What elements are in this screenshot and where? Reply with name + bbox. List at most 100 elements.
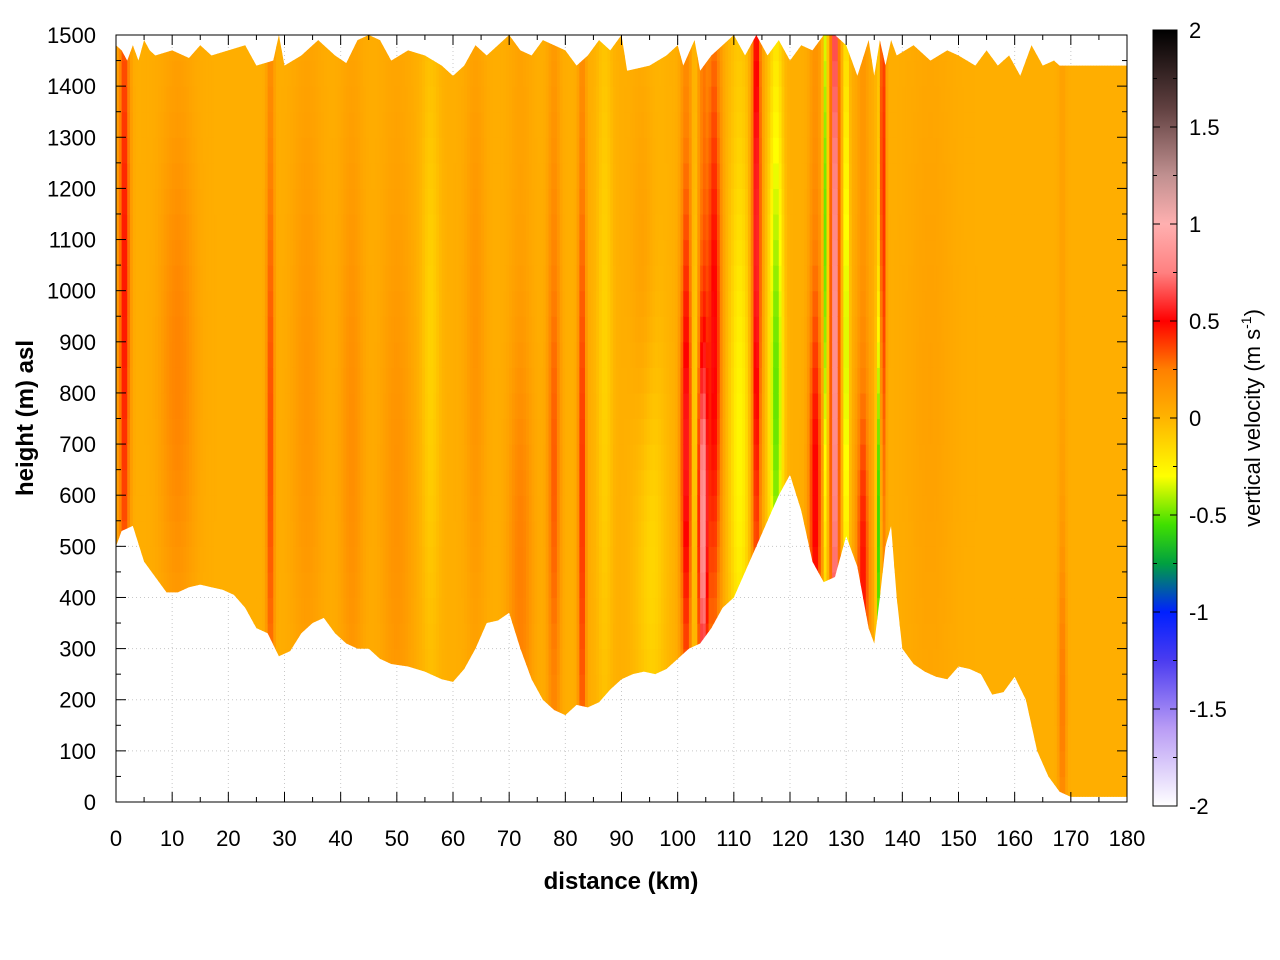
heatmap-cell bbox=[160, 546, 165, 573]
heatmap-cell bbox=[116, 367, 120, 394]
heatmap-cell bbox=[186, 213, 190, 241]
heatmap-cell bbox=[130, 162, 134, 189]
heatmap-cell bbox=[124, 137, 128, 164]
heatmap-cell bbox=[138, 367, 142, 394]
heatmap-cell bbox=[152, 86, 156, 113]
heatmap-cell bbox=[180, 546, 184, 573]
heatmap-cell bbox=[144, 418, 148, 445]
heatmap-cell bbox=[186, 239, 190, 266]
heatmap-cell bbox=[180, 290, 184, 317]
heatmap-cell bbox=[219, 265, 224, 292]
heatmap-cell bbox=[116, 392, 120, 420]
heatmap-cell bbox=[121, 392, 126, 420]
heatmap-cell bbox=[214, 111, 218, 138]
heatmap-cell bbox=[152, 546, 156, 573]
heatmap-cell bbox=[186, 265, 190, 292]
heatmap-cell bbox=[174, 571, 179, 599]
heatmap-cell bbox=[146, 418, 151, 445]
heatmap-cell bbox=[236, 495, 241, 522]
heatmap-cell bbox=[247, 137, 252, 164]
heatmap-cell bbox=[189, 239, 193, 266]
heatmap-cell bbox=[155, 520, 159, 547]
heatmap-cell bbox=[158, 520, 162, 547]
heatmap-cell bbox=[203, 265, 207, 292]
heatmap-cell bbox=[177, 444, 182, 471]
heatmap-cell bbox=[121, 265, 126, 292]
heatmap-cell bbox=[121, 495, 126, 522]
heatmap-cell bbox=[242, 213, 246, 241]
heatmap-cell bbox=[127, 444, 131, 471]
heatmap-cell bbox=[155, 367, 159, 394]
heatmap-cell bbox=[163, 392, 168, 420]
heatmap-cell bbox=[242, 239, 246, 266]
heatmap-cell bbox=[231, 392, 235, 420]
heatmap-cell bbox=[138, 60, 142, 87]
heatmap-cell bbox=[172, 162, 176, 189]
heatmap-cell bbox=[160, 316, 165, 343]
heatmap-cell bbox=[217, 290, 221, 317]
heatmap-cell bbox=[177, 60, 182, 87]
heatmap-cell bbox=[177, 495, 182, 522]
heatmap-cell bbox=[200, 239, 204, 266]
heatmap-cell bbox=[225, 239, 229, 266]
heatmap-cell bbox=[197, 444, 201, 471]
heatmap-cell bbox=[250, 137, 255, 164]
heatmap-cell bbox=[169, 290, 173, 317]
heatmap-cell bbox=[180, 239, 184, 266]
heatmap-cell bbox=[217, 418, 221, 445]
heatmap-cell bbox=[222, 60, 227, 87]
heatmap-cell bbox=[135, 60, 140, 87]
heatmap-cell bbox=[149, 444, 154, 471]
heatmap-cell bbox=[116, 35, 120, 62]
heatmap-cell bbox=[174, 213, 179, 241]
heatmap-cell bbox=[135, 469, 140, 496]
heatmap-cell bbox=[180, 469, 184, 496]
heatmap-cell bbox=[214, 392, 218, 420]
heatmap-cell bbox=[214, 341, 218, 368]
heatmap-cell bbox=[191, 469, 196, 496]
heatmap-cell bbox=[118, 418, 123, 445]
heatmap-cell bbox=[130, 111, 134, 138]
heatmap-cell bbox=[158, 60, 162, 87]
heatmap-cell bbox=[160, 392, 165, 420]
heatmap-cell bbox=[180, 137, 184, 164]
heatmap-cell bbox=[124, 418, 128, 445]
heatmap-cell bbox=[189, 418, 193, 445]
heatmap-cell bbox=[236, 111, 241, 138]
heatmap-cell bbox=[158, 444, 162, 471]
heatmap-cell bbox=[124, 495, 128, 522]
heatmap-cell bbox=[135, 290, 140, 317]
heatmap-cell bbox=[228, 86, 232, 113]
heatmap-cell bbox=[208, 290, 213, 317]
heatmap-cell bbox=[116, 469, 120, 496]
heatmap-cell bbox=[169, 137, 173, 164]
heatmap-cell bbox=[172, 418, 176, 445]
heatmap-cell bbox=[222, 495, 227, 522]
heatmap-cell bbox=[169, 239, 173, 266]
heatmap-cell bbox=[211, 571, 215, 599]
heatmap-cell bbox=[236, 60, 241, 87]
heatmap-cell bbox=[180, 213, 184, 241]
heatmap-cell bbox=[191, 367, 196, 394]
heatmap-cell bbox=[239, 188, 243, 215]
heatmap-cell bbox=[208, 495, 213, 522]
heatmap-cell bbox=[146, 495, 151, 522]
heatmap-cell bbox=[144, 137, 148, 164]
heatmap-cell bbox=[166, 469, 170, 496]
heatmap-cell bbox=[217, 265, 221, 292]
heatmap-cell bbox=[124, 111, 128, 138]
heatmap-cell bbox=[242, 392, 246, 420]
heatmap-cell bbox=[121, 290, 126, 317]
heatmap-cell bbox=[194, 316, 199, 343]
heatmap-cell bbox=[172, 444, 176, 471]
heatmap-cell bbox=[183, 188, 187, 215]
heatmap-cell bbox=[146, 367, 151, 394]
heatmap-cell bbox=[214, 316, 218, 343]
heatmap-cell bbox=[186, 86, 190, 113]
heatmap-cell bbox=[194, 265, 199, 292]
heatmap-cell bbox=[208, 60, 213, 87]
heatmap-cell bbox=[146, 111, 151, 138]
heatmap-cell bbox=[183, 137, 187, 164]
heatmap-cell bbox=[225, 418, 229, 445]
heatmap-cell bbox=[236, 239, 241, 266]
